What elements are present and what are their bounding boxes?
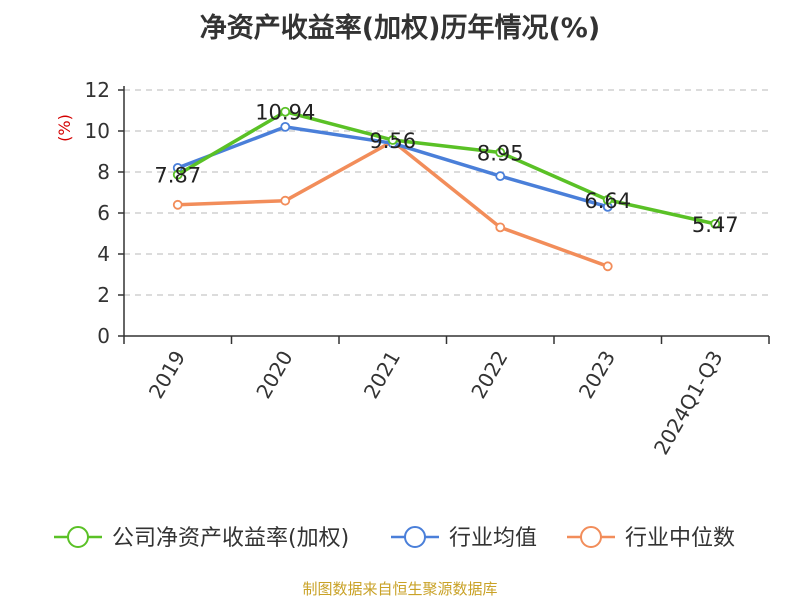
data-label-0: 7.87 [154,164,201,188]
legend-item-1: 行业均值 [391,526,537,551]
x-tick-label-2022: 2022 [466,347,512,403]
series-line-0 [176,109,716,226]
data-point-2-4 [602,261,613,272]
data-label-2: 9.56 [369,129,416,153]
x-tick-label-2021: 2021 [359,347,405,403]
series-line-2 [177,139,609,268]
chart-title: 净资产收益率(加权)历年情况(%) [199,13,601,44]
data-point-0-4 [602,194,613,205]
y-tick-label-4: 4 [97,242,110,266]
data-label-3: 8.95 [477,142,524,166]
legend-item-2: 行业中位数 [567,526,735,551]
legend-label-1: 行业均值 [449,526,537,551]
data-point-0-0 [172,169,183,180]
data-label-5: 5.47 [692,213,739,237]
data-point-0-2 [387,135,398,145]
x-tick-label-2023: 2023 [574,347,620,403]
data-point-0-1 [280,106,291,117]
legend-item-0: 公司净资产收益率(加权) [54,526,349,551]
data-labels: 7.87 10.94 9.56 8.95 6.64 5.47 [154,101,738,237]
grid-lines [124,89,769,296]
data-label-1: 10.94 [255,101,315,125]
legend: 公司净资产收益率(加权) 行业均值 行业中位数 [54,526,735,551]
x-tick-label-2019: 2019 [144,347,190,403]
data-point-2-3 [495,222,506,233]
data-point-0-3 [495,147,506,158]
y-tick-label-10: 10 [85,119,110,143]
legend-marker-0 [67,526,89,548]
y-tick-label-2: 2 [97,283,110,307]
y-tick-label-0: 0 [97,324,110,348]
data-point-2-0 [172,199,183,210]
legend-label-0: 公司净资产收益率(加权) [112,526,349,551]
data-point-2-1 [280,195,291,206]
data-label-4: 6.64 [584,189,631,213]
legend-label-2: 行业中位数 [625,526,735,551]
series-lines [172,106,721,272]
data-point-1-3 [495,171,506,182]
data-point-1-1 [280,122,291,132]
y-tick-label-6: 6 [97,201,110,225]
legend-marker-2 [580,526,602,548]
y-tick-label-8: 8 [97,160,110,184]
x-tick-label-2020: 2020 [251,347,297,403]
data-source-note: 制图数据来自恒生聚源数据库 [302,580,498,598]
data-point-0-5 [710,218,721,229]
legend-marker-1 [404,526,426,548]
x-tick-label-2024Q1-Q3: 2024Q1-Q3 [649,347,728,459]
y-tick-label-12: 12 [85,78,110,102]
y-axis-label: (%) [55,114,74,142]
